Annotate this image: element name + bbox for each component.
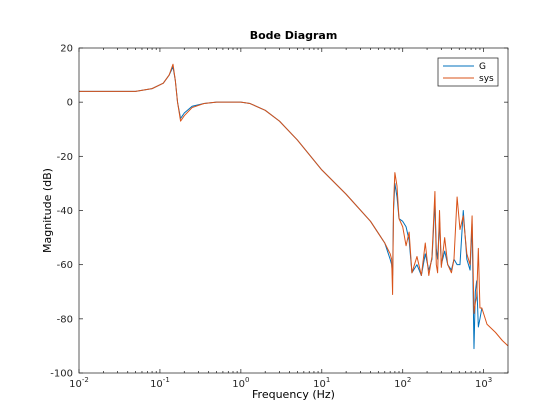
x-ticks: 10-2 10-1 100 101 102 103 [69,48,509,390]
x-tick-label: 10-1 [150,376,170,390]
y-tick-label: 0 [67,98,73,109]
x-tick-label: 103 [475,376,492,390]
y-tick-label: -100 [50,369,73,380]
y-tick-label: 20 [60,44,73,55]
y-tick-label: -80 [57,314,73,325]
y-tick-label: -60 [57,260,73,271]
series-layer [79,63,509,350]
series-line-g [79,66,483,350]
plot-area-background [79,48,508,373]
x-tick-label: 100 [232,376,249,390]
y-tick-label: -40 [57,206,73,217]
legend-label-g: G [479,62,486,72]
x-tick-label: 10-2 [69,376,89,390]
x-axis-label: Frequency (Hz) [252,388,335,401]
y-ticks: -100 -80 -60 -40 -20 0 20 [50,44,508,380]
chart-title: Bode Diagram [250,29,338,42]
legend: G sys [437,57,499,87]
y-axis-label: Magnitude (dB) [41,168,54,253]
y-tick-label: -20 [57,152,73,163]
legend-box [437,57,499,87]
x-tick-label: 102 [394,376,411,390]
plot-area-frame [78,47,509,374]
series-line-sys [79,63,509,347]
legend-label-sys: sys [479,74,494,84]
x-tick-label: 101 [313,376,330,390]
